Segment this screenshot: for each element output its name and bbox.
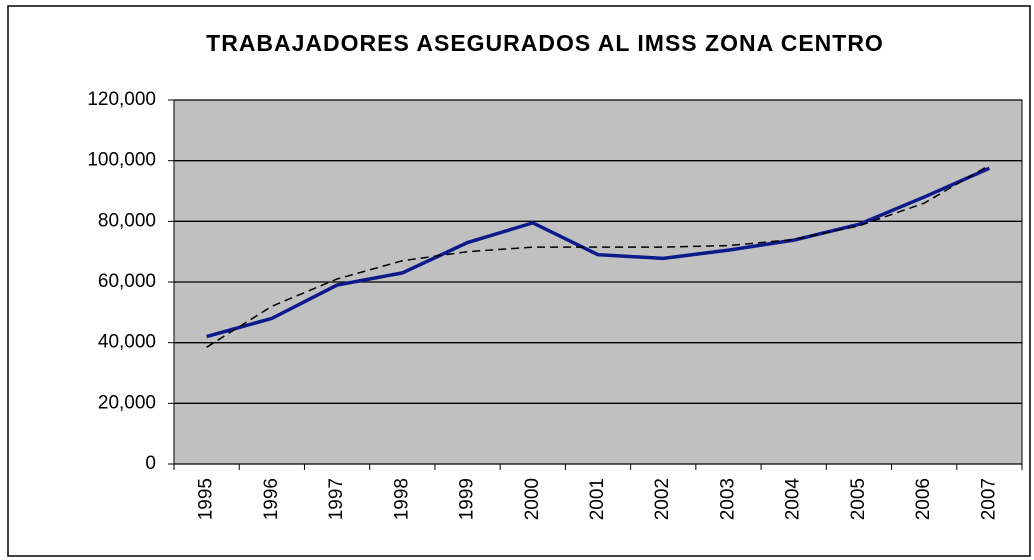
x-tick-label: 2005 [848,478,869,520]
x-tick-label: 1995 [196,478,217,520]
y-tick-label: 20,000 [98,392,156,413]
x-tick-label: 2000 [522,478,543,520]
x-tick-label: 2001 [587,478,608,520]
x-tick-label: 1997 [326,478,347,520]
y-tick-label: 60,000 [98,271,156,292]
y-tick-label: 40,000 [98,332,156,353]
x-tick-label: 2007 [978,478,999,520]
x-tick-label: 1998 [391,478,412,520]
x-tick-label: 2003 [717,478,738,520]
y-tick-label: 0 [145,453,156,474]
x-tick-label: 2006 [913,478,934,520]
series-line [206,164,990,348]
y-tick-label: 120,000 [87,89,156,110]
x-tick-label: 1996 [261,478,282,520]
y-tick-label: 80,000 [98,210,156,231]
chart-title: TRABAJADORES ASEGURADOS AL IMSS ZONA CEN… [206,30,884,56]
y-tick-label: 100,000 [87,150,156,171]
series-line [206,166,991,339]
x-tick-label: 2002 [652,478,673,520]
x-tick-label: 1999 [457,478,478,520]
x-tick-label: 2004 [783,478,804,521]
